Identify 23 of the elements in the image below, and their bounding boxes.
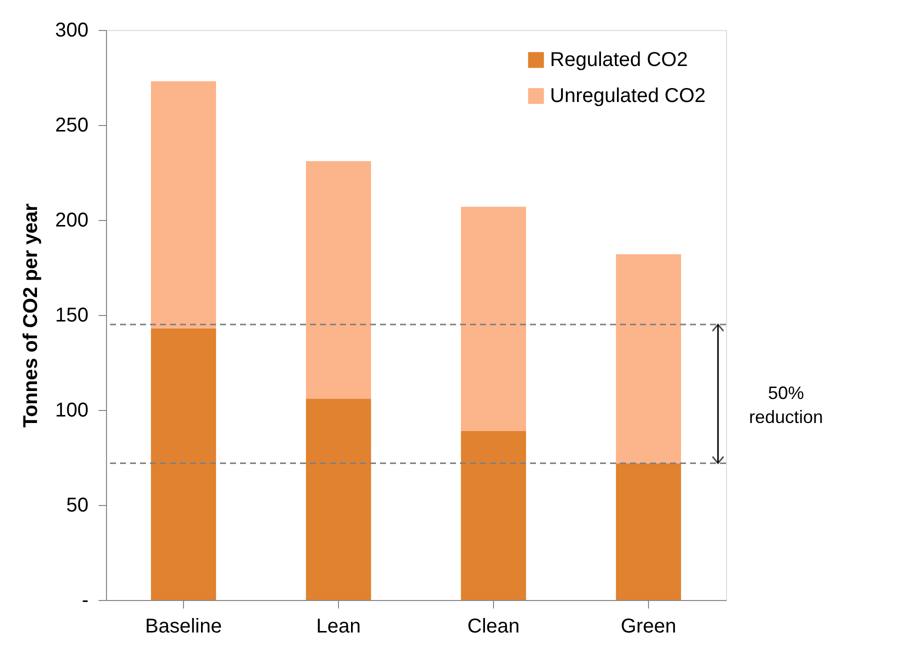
x-tick-label: Lean [316, 616, 361, 638]
bar [616, 254, 682, 464]
bar [150, 81, 216, 328]
legend-label: Unregulated CO2 [550, 85, 706, 107]
y-tick-label: 50 [66, 494, 88, 516]
y-tick-label: - [82, 590, 88, 612]
legend-label: Regulated CO2 [550, 49, 688, 71]
bar [460, 206, 526, 431]
y-tick-label: 300 [55, 20, 88, 42]
bar [150, 328, 216, 600]
y-tick-label: 200 [55, 210, 88, 232]
bar [306, 398, 372, 600]
y-tick-label: 150 [55, 304, 88, 326]
bar [306, 161, 372, 399]
x-tick-label: Green [620, 616, 676, 638]
x-tick-label: Clean [467, 616, 520, 638]
y-tick-label: 100 [55, 400, 88, 422]
y-tick-label: 250 [55, 114, 88, 136]
bar [460, 430, 526, 600]
y-axis-title: Tonnes of CO2 per year [20, 203, 42, 428]
bar [616, 463, 682, 600]
text: 50% reduction [748, 382, 824, 427]
x-tick-label: Baseline [145, 616, 222, 638]
